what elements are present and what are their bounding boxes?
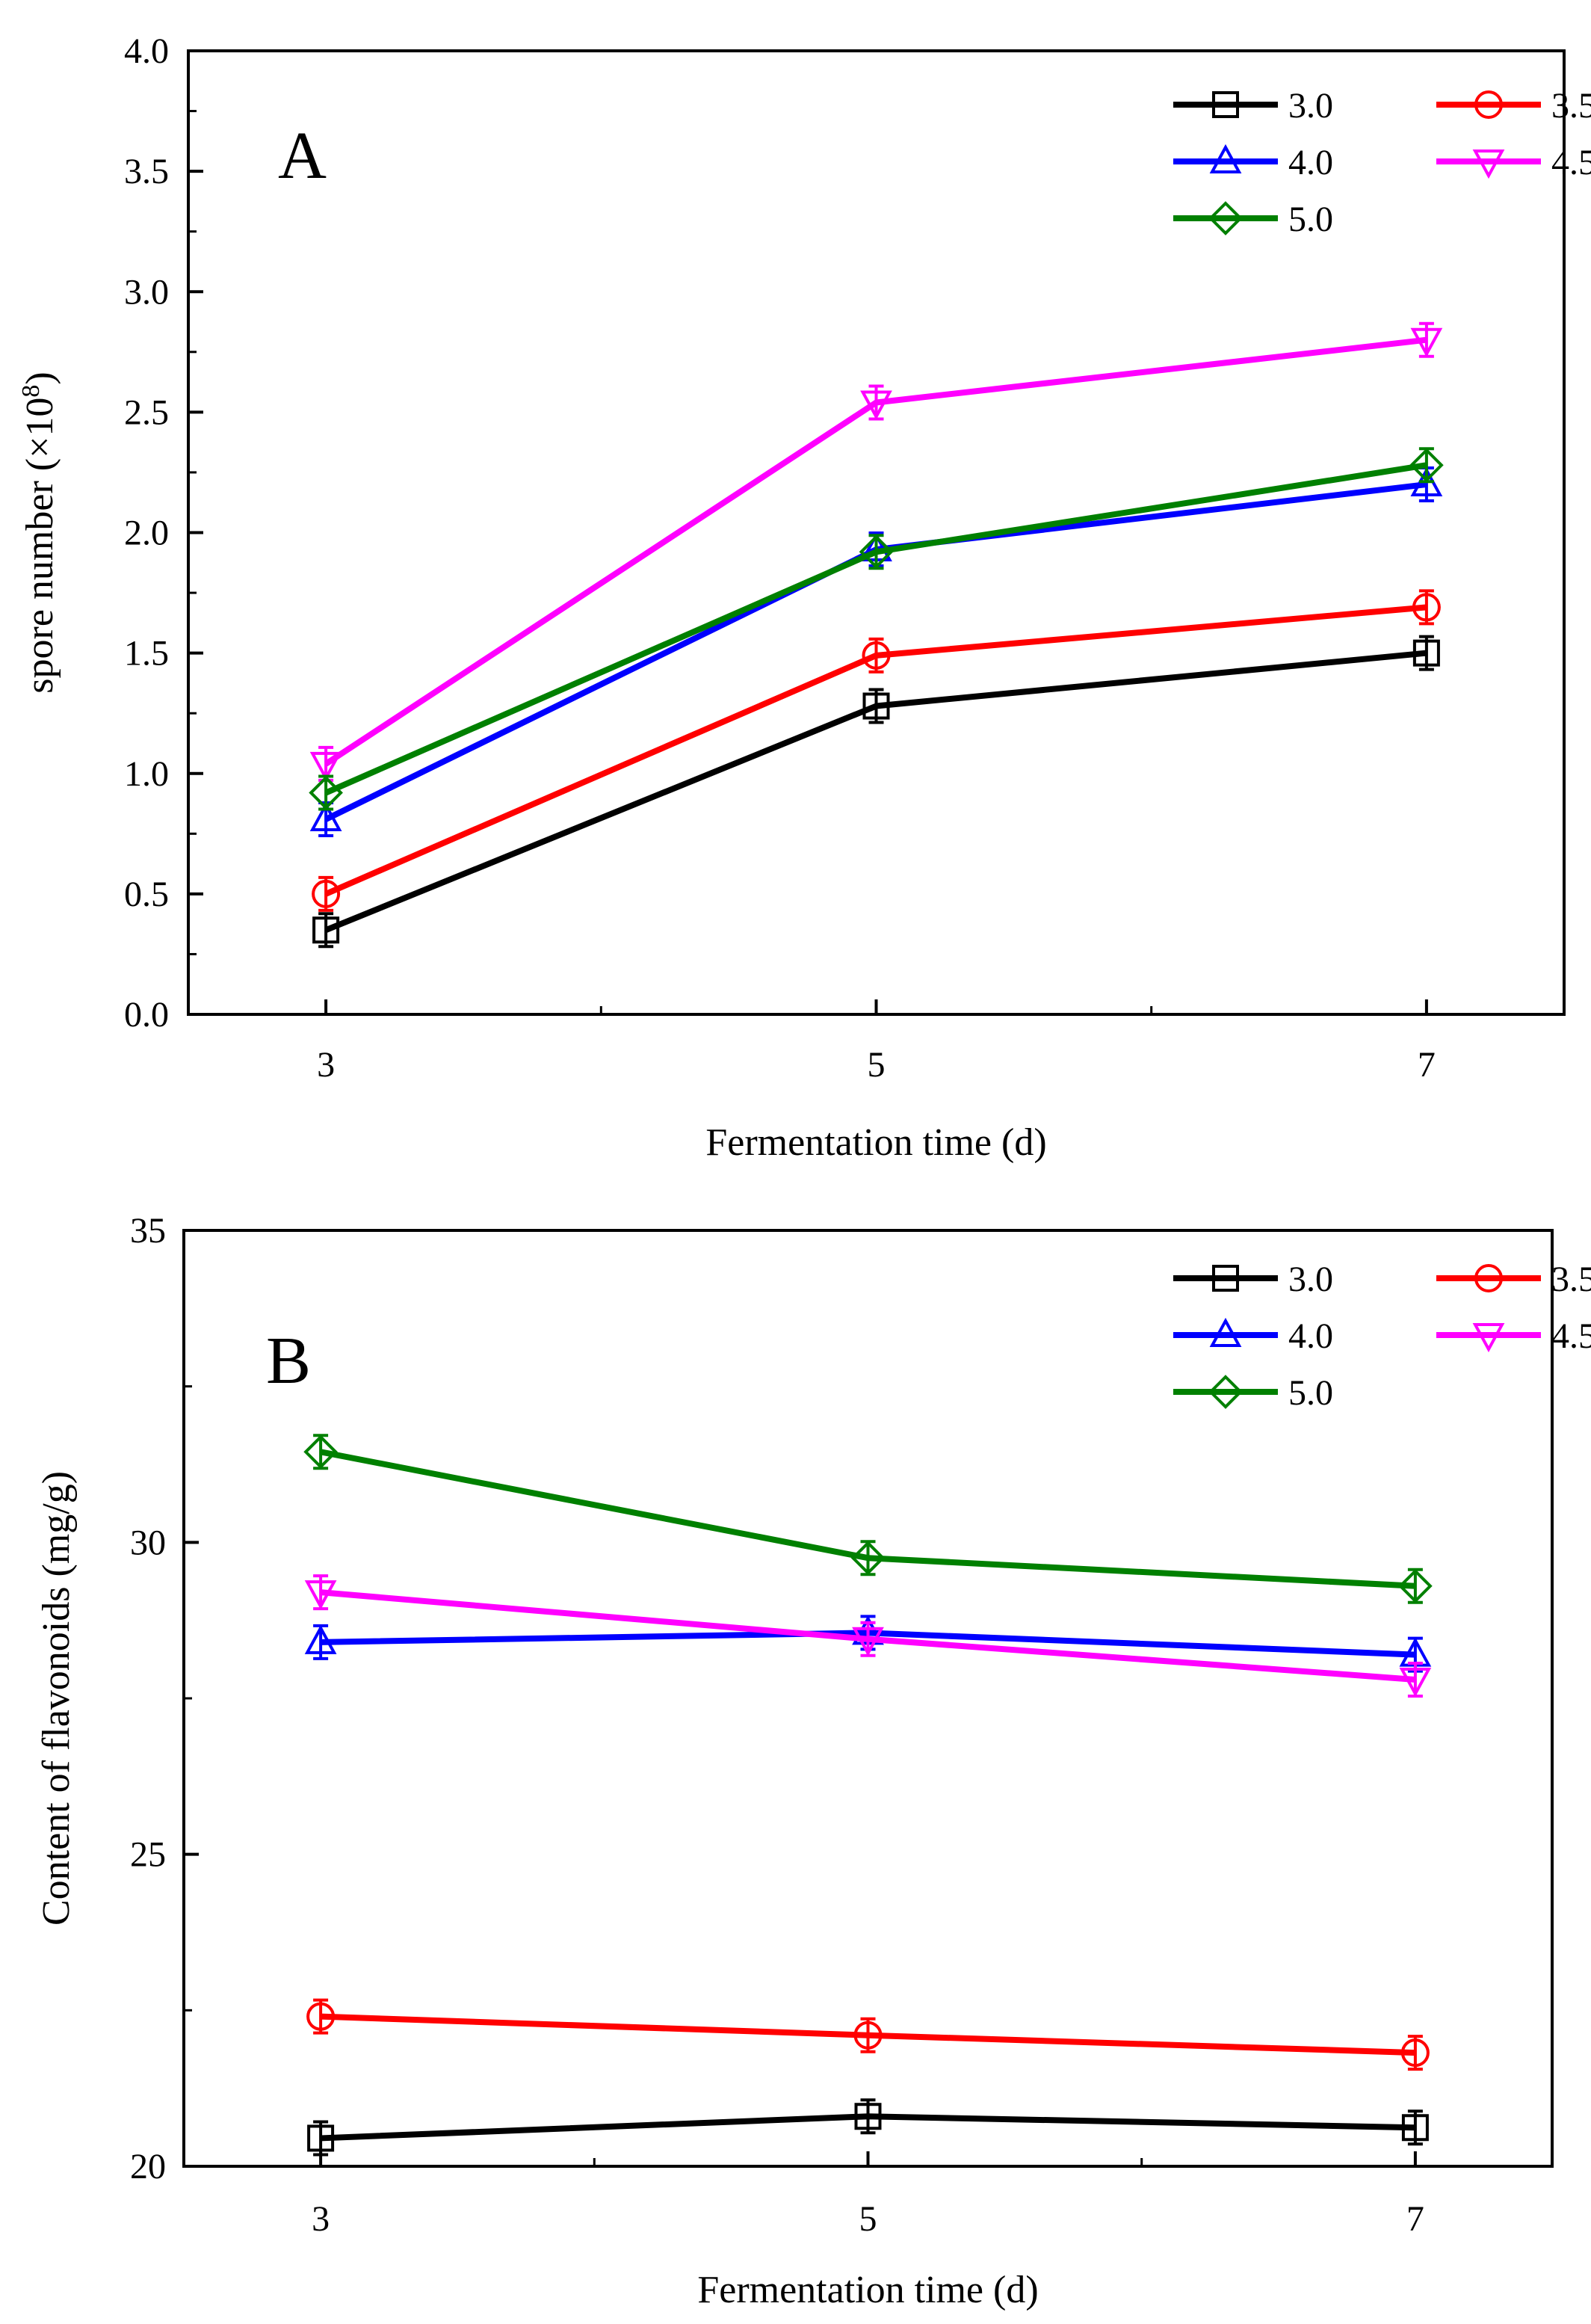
- x-tick-label-b: 3: [312, 2199, 330, 2239]
- legend-marker-a-5.0: [1208, 201, 1243, 235]
- x-tick-label-a: 7: [1418, 1045, 1436, 1085]
- y-tick-label-b: 35: [130, 1211, 166, 1251]
- data-point-a-5.0: [859, 534, 894, 570]
- data-point-b-3.5: [306, 2002, 336, 2031]
- y-tick-label-a: 0.0: [124, 995, 169, 1035]
- x-tick-label-a: 3: [317, 1045, 335, 1085]
- series-a-3.5: [312, 589, 1441, 912]
- legend-b: 3.0 3.5 4.0 4.5 5.0: [1173, 1260, 1591, 1413]
- data-point-b-5.0: [850, 1541, 886, 1576]
- data-point-b-5.0: [303, 1434, 338, 1470]
- data-point-b-5.0: [1398, 1568, 1433, 1603]
- data-point-a-3.0: [862, 692, 890, 720]
- legend-a: 3.0 3.5 4.0 4.5 5.0: [1173, 86, 1591, 239]
- panel-letter-b: B: [266, 1324, 311, 1398]
- data-point-b-4.0: [304, 1624, 337, 1654]
- y-tick-label-a: 3.0: [124, 272, 169, 312]
- data-point-b-3.0: [1401, 2114, 1429, 2142]
- y-tick-label-a: 2.0: [124, 514, 169, 553]
- data-point-b-4.5: [852, 1627, 884, 1656]
- y-tick-label-b: 25: [130, 1835, 166, 1875]
- data-point-a-4.0: [309, 801, 342, 831]
- legend-marker-b-4.0: [1209, 1317, 1242, 1347]
- legend-label-b-4.5: 4.5: [1551, 1316, 1591, 1356]
- x-tick-label-b: 7: [1406, 2199, 1424, 2239]
- legend-label-a-3.5: 3.5: [1551, 86, 1591, 126]
- legend-marker-a-3.5: [1474, 90, 1503, 119]
- series-b-5.0: [303, 1434, 1433, 1604]
- legend-label-a-5.0: 5.0: [1288, 200, 1333, 239]
- data-point-a-3.5: [862, 641, 891, 670]
- x-tick-label-a: 5: [868, 1045, 886, 1085]
- x-axis-label-a: Fermentation time (d): [705, 1121, 1046, 1164]
- legend-label-b-5.0: 5.0: [1288, 1373, 1333, 1413]
- y-tick-label-a: 0.5: [124, 875, 169, 914]
- y-tick-label-a: 4.0: [124, 31, 169, 71]
- data-point-a-3.0: [1412, 639, 1440, 667]
- data-point-a-3.0: [312, 916, 340, 944]
- series-a-5.0: [309, 447, 1444, 811]
- y-tick-label-a: 2.5: [124, 392, 169, 432]
- legend-marker-a-3.0: [1212, 91, 1239, 118]
- series-a-3.0: [312, 635, 1440, 949]
- legend-marker-b-3.0: [1212, 1265, 1239, 1292]
- data-point-b-3.0: [307, 2124, 335, 2152]
- data-point-a-3.5: [312, 879, 341, 908]
- legend-label-b-4.0: 4.0: [1288, 1316, 1333, 1356]
- legend-marker-b-3.5: [1474, 1264, 1503, 1292]
- data-point-a-3.5: [1412, 593, 1441, 622]
- x-tick-label-b: 5: [859, 2199, 877, 2239]
- y-axis-label-a: spore number (×108): [17, 372, 62, 693]
- y-tick-label-a: 1.0: [124, 754, 169, 794]
- legend-marker-a-4.0: [1209, 144, 1242, 173]
- series-b-3.0: [307, 2098, 1429, 2157]
- series-b-3.5: [306, 1998, 1430, 2071]
- data-point-a-4.5: [309, 751, 342, 782]
- data-point-a-4.5: [860, 390, 892, 420]
- legend-marker-b-4.5: [1472, 1323, 1505, 1353]
- legend-label-a-4.5: 4.5: [1551, 143, 1591, 182]
- legend-label-b-3.5: 3.5: [1551, 1260, 1591, 1299]
- panel-a: 0.0 0.5 1.0 1.5 2.0 2.5 3.0 3.5 4.0 3 5 7 Fermentati…: [17, 31, 1591, 1164]
- data-point-a-5.0: [1409, 448, 1444, 483]
- data-point-b-4.5: [304, 1580, 337, 1610]
- y-tick-label-b: 20: [130, 2147, 166, 2186]
- data-point-a-4.5: [1410, 327, 1443, 357]
- legend-label-b-3.0: 3.0: [1288, 1260, 1333, 1299]
- data-point-b-3.0: [854, 2103, 882, 2130]
- legend-label-a-3.0: 3.0: [1288, 86, 1333, 126]
- legend-marker-b-5.0: [1208, 1375, 1243, 1409]
- legend-marker-a-4.5: [1472, 150, 1505, 179]
- data-point-b-3.5: [1400, 2038, 1430, 2068]
- data-point-a-5.0: [309, 775, 343, 810]
- y-tick-label-a: 3.5: [124, 152, 169, 191]
- legend-label-a-4.0: 4.0: [1288, 143, 1333, 182]
- y-axis-label-b: Content of flavonoids (mg/g): [35, 1471, 78, 1926]
- panel-letter-a: A: [278, 119, 327, 193]
- x-axis-label-b: Fermentation time (d): [697, 2269, 1038, 2311]
- y-tick-label-b: 30: [130, 1523, 166, 1562]
- data-point-b-4.5: [1399, 1667, 1432, 1698]
- y-tick-label-a: 1.5: [124, 634, 169, 674]
- series-b-4.5: [304, 1574, 1432, 1698]
- data-point-b-3.5: [853, 2021, 883, 2050]
